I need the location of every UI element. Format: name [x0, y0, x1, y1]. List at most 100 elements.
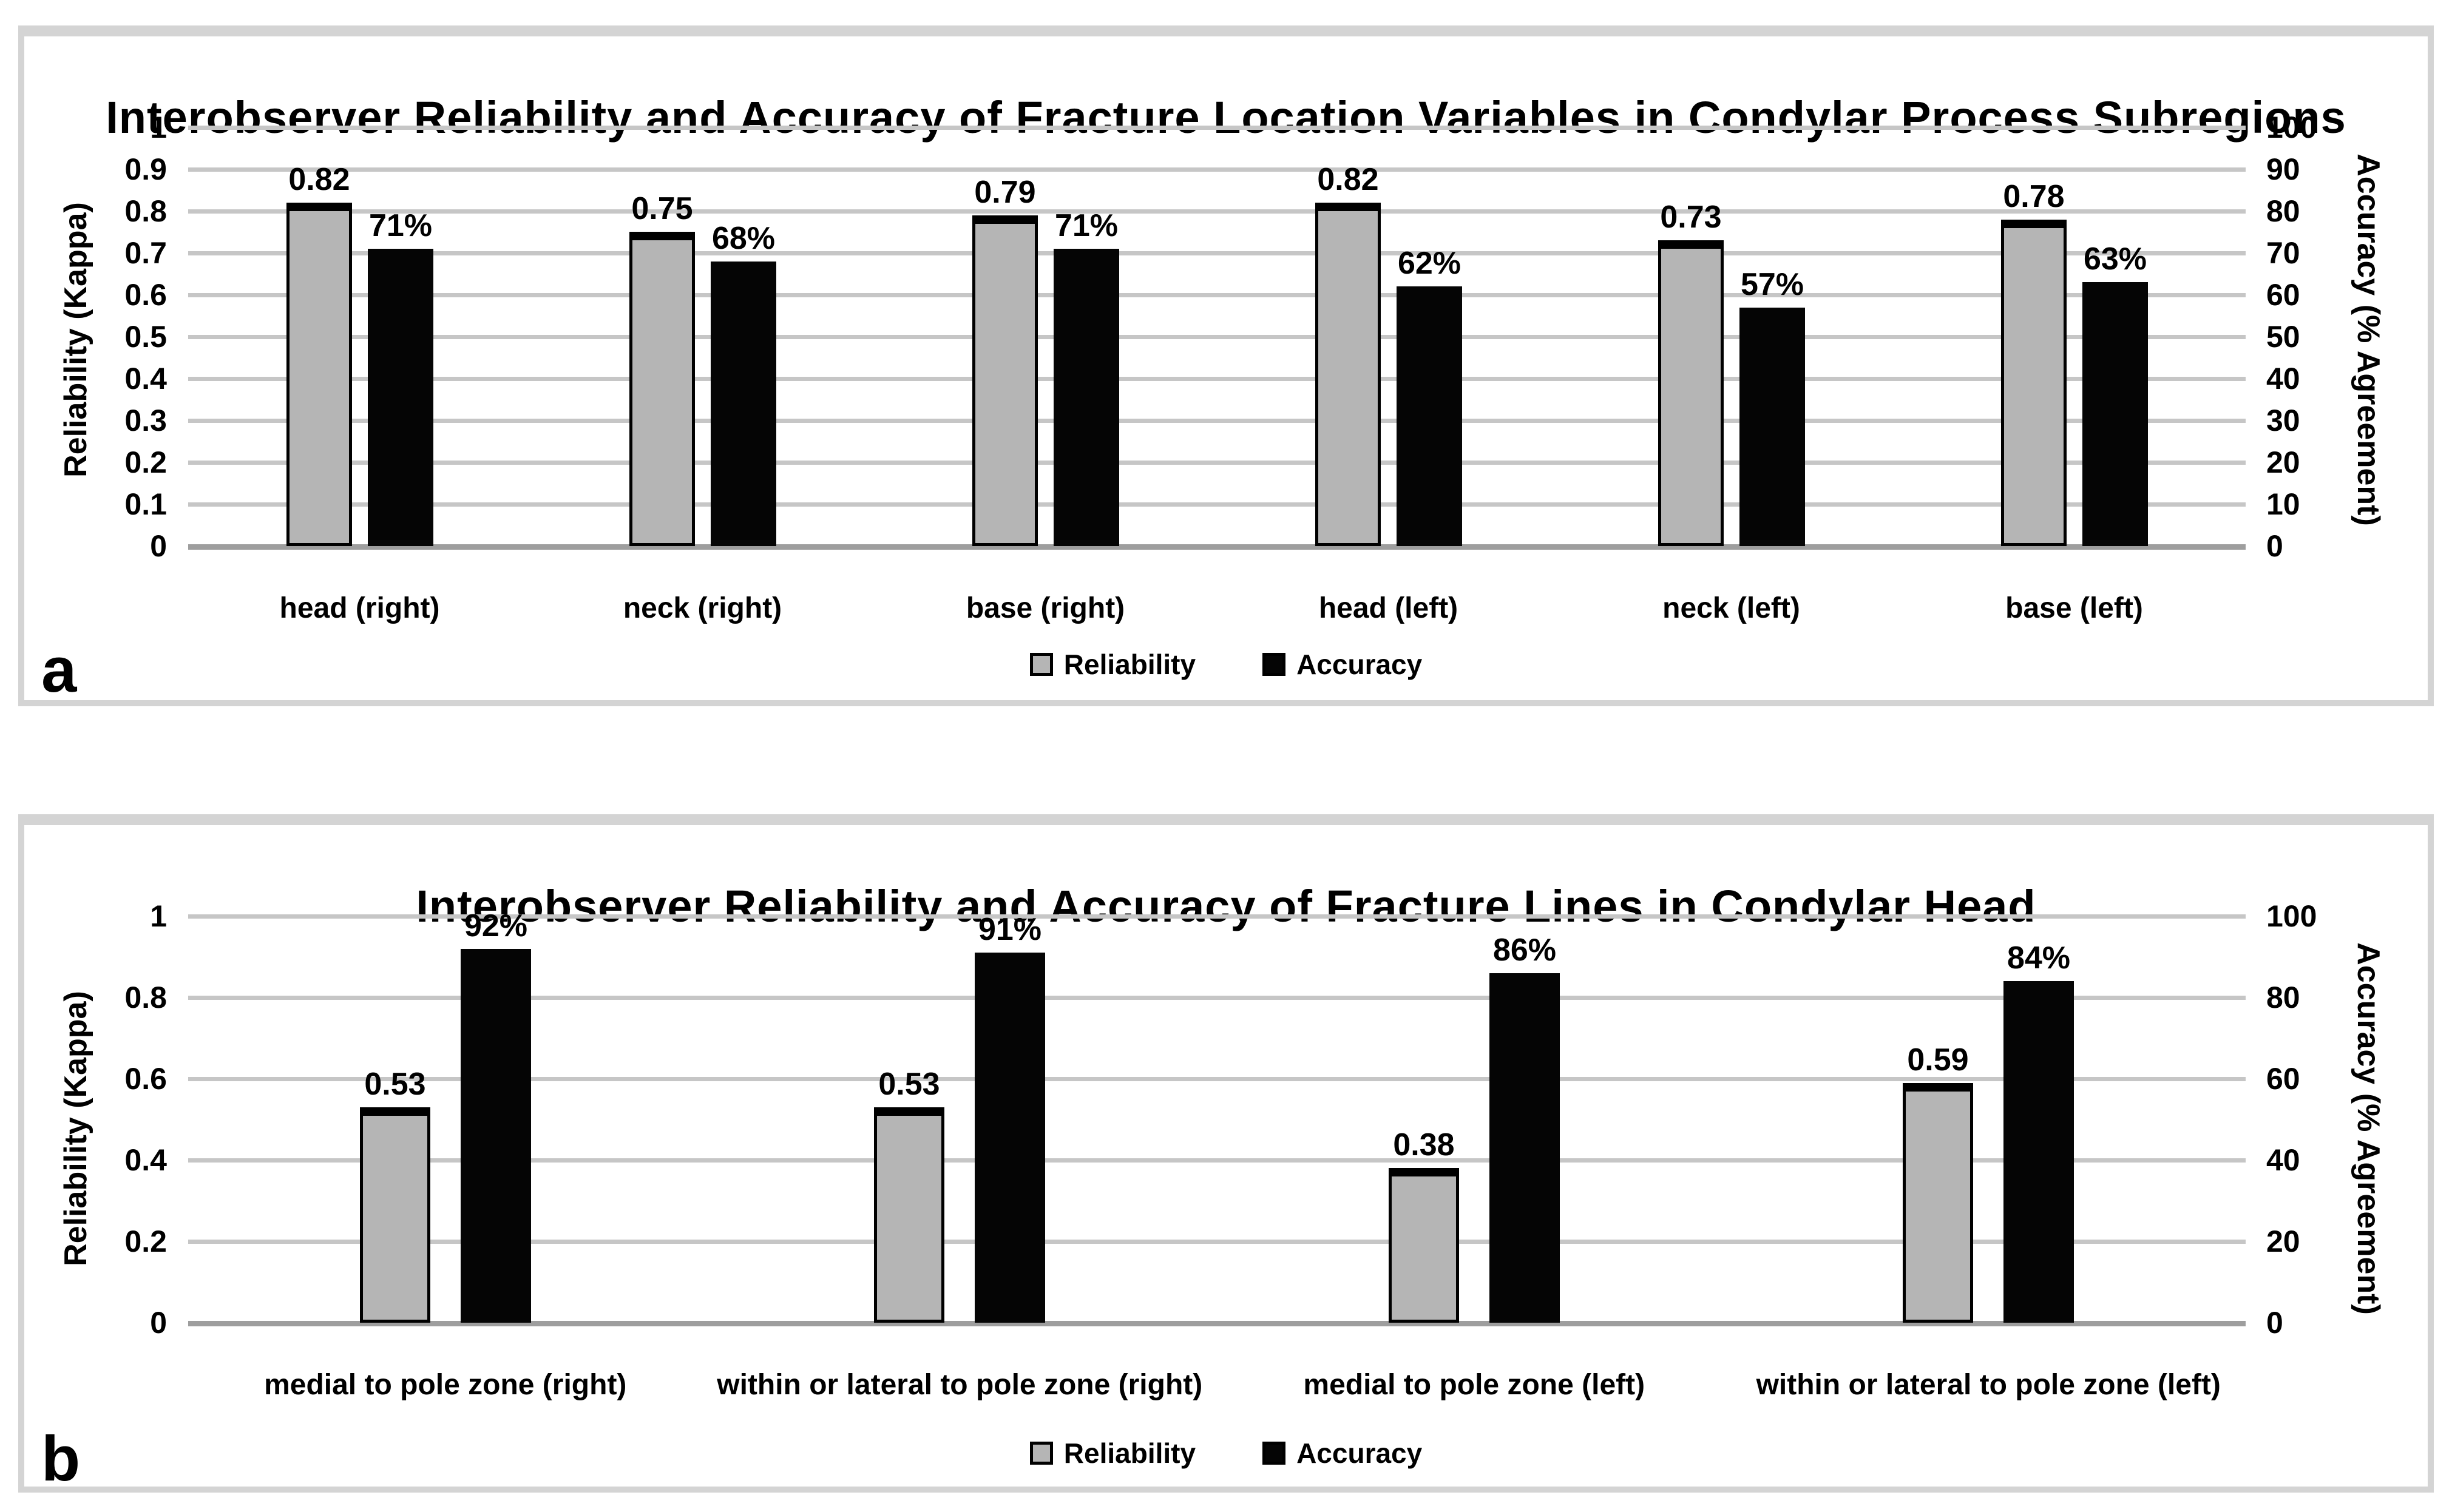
gridline: [188, 293, 2246, 297]
bar-value-label: 0.53: [364, 1067, 426, 1102]
gridline: [188, 335, 2246, 339]
category-label: medial to pole zone (left): [1303, 1369, 1645, 1401]
left-axis-tick: 0.6: [124, 278, 167, 312]
bar-value-label: 0.59: [1907, 1042, 1969, 1078]
chart-a-title: Interobserver Reliability and Accuracy o…: [106, 92, 2346, 143]
panel-letter-a: a: [41, 635, 77, 706]
right-axis-tick: 90: [2266, 152, 2300, 186]
legend-label: Accuracy: [1296, 1437, 1423, 1469]
bar-value-label: 0.82: [288, 162, 350, 197]
gridline: [188, 1077, 2246, 1081]
left-axis-tick: 0.6: [124, 1062, 167, 1096]
category-label: head (left): [1318, 592, 1458, 624]
accuracy-bar: [1739, 308, 1805, 546]
accuracy-bar: [461, 949, 531, 1323]
bar-value-label: 0.78: [2003, 179, 2065, 214]
right-axis-tick: 60: [2266, 1062, 2300, 1096]
gridline: [188, 544, 2246, 550]
reliability-bar: [972, 215, 1038, 546]
bar-value-label: 0.75: [631, 191, 693, 226]
accuracy-bar: [368, 249, 433, 546]
legend-swatch: [1262, 1442, 1286, 1465]
gridline: [188, 377, 2246, 381]
bar-value-label: 0.53: [878, 1067, 940, 1102]
gridline: [188, 1321, 2246, 1326]
gridline: [188, 461, 2246, 465]
bar-value-label: 57%: [1740, 267, 1804, 302]
left-axis-tick: 0.1: [124, 487, 167, 521]
bar-value-label: 68%: [711, 221, 776, 256]
right-axis-tick: 70: [2266, 236, 2300, 270]
left-axis-tick: 0.2: [124, 445, 167, 479]
reliability-bar: [1389, 1168, 1459, 1323]
left-axis-tick: 1: [150, 110, 167, 144]
gridline: [188, 1158, 2246, 1163]
legend-swatch: [1029, 1442, 1053, 1465]
gridline: [188, 419, 2246, 423]
legend-swatch: [1029, 653, 1053, 676]
panel-b: Interobserver Reliability and Accuracy o…: [18, 814, 2434, 1494]
reliability-bar: [874, 1107, 944, 1323]
category-label: base (left): [2005, 592, 2143, 624]
left-axis-tick: 0.4: [124, 362, 167, 396]
bar-value-label: 0.79: [974, 175, 1036, 210]
gridline: [188, 502, 2246, 507]
accuracy-bar: [1397, 286, 1462, 546]
left-axis-tick: 0.7: [124, 236, 167, 270]
legend-label: Accuracy: [1296, 649, 1423, 680]
right-axis-tick: 20: [2266, 445, 2300, 479]
panel-letter-b: b: [41, 1423, 81, 1494]
left-axis-tick: 0.2: [124, 1224, 167, 1258]
accuracy-bar: [975, 953, 1045, 1323]
reliability-bar: [360, 1107, 430, 1323]
chart-b-title: Interobserver Reliability and Accuracy o…: [416, 881, 2036, 932]
right-axis-tick: 80: [2266, 980, 2300, 1014]
left-axis-tick: 0: [150, 529, 167, 563]
bar-value-label: 0.38: [1393, 1127, 1455, 1163]
gridline: [188, 209, 2246, 214]
legend-item: Accuracy: [1262, 648, 1422, 681]
gridline: [188, 1240, 2246, 1244]
right-axis-tick: 30: [2266, 403, 2300, 437]
legend-swatch: [1262, 653, 1286, 676]
accuracy-bar: [1489, 973, 1560, 1323]
legend-item: Accuracy: [1262, 1437, 1422, 1470]
bar-value-label: 91%: [978, 912, 1042, 947]
reliability-bar: [629, 232, 695, 546]
category-label: neck (right): [623, 592, 782, 624]
accuracy-bar: [1054, 249, 1119, 546]
category-label: medial to pole zone (right): [264, 1369, 627, 1401]
bar-value-label: 63%: [2083, 241, 2147, 277]
bar-value-label: 86%: [1492, 933, 1557, 968]
left-axis-tick: 0.4: [124, 1143, 167, 1177]
gridline: [188, 167, 2246, 172]
right-axis-tick: 80: [2266, 194, 2300, 228]
right-axis-tick: 60: [2266, 278, 2300, 312]
reliability-bar: [1903, 1083, 1973, 1323]
right-axis-tick: 0: [2266, 529, 2283, 563]
legend-label: Reliability: [1063, 649, 1196, 680]
left-axis-tick: 0.8: [124, 980, 167, 1014]
right-axis-tick: 40: [2266, 1143, 2300, 1177]
category-label: within or lateral to pole zone (right): [717, 1369, 1203, 1401]
reliability-bar: [2001, 220, 2067, 546]
right-axis-tick: 10: [2266, 487, 2300, 521]
reliability-bar: [286, 203, 352, 546]
gridline: [188, 126, 2246, 130]
chart-a-plot-area: 0.82 71% 0.75 68% 0.79 71% 0.82 62% 0.73 57% 0.78 6…: [188, 126, 2246, 550]
right-axis-tick: 20: [2266, 1224, 2300, 1258]
category-label: neck (left): [1662, 592, 1800, 624]
chart-b-legend: Reliability Accuracy: [24, 1437, 2428, 1470]
category-label: head (right): [279, 592, 440, 624]
bar-value-label: 92%: [464, 908, 528, 943]
bar-value-label: 0.73: [1660, 200, 1722, 235]
chart-a-legend: Reliability Accuracy: [24, 648, 2428, 681]
accuracy-bar: [711, 262, 776, 546]
gridline: [188, 251, 2246, 255]
right-axis-tick: 50: [2266, 320, 2300, 354]
left-axis-tick: 0.9: [124, 152, 167, 186]
chart-b-plot-area: 0.53 92% 0.53 91% 0.38 86% 0.59 84%: [188, 908, 2246, 1326]
left-axis-tick: 0.3: [124, 403, 167, 437]
left-axis-tick: 0.5: [124, 320, 167, 354]
